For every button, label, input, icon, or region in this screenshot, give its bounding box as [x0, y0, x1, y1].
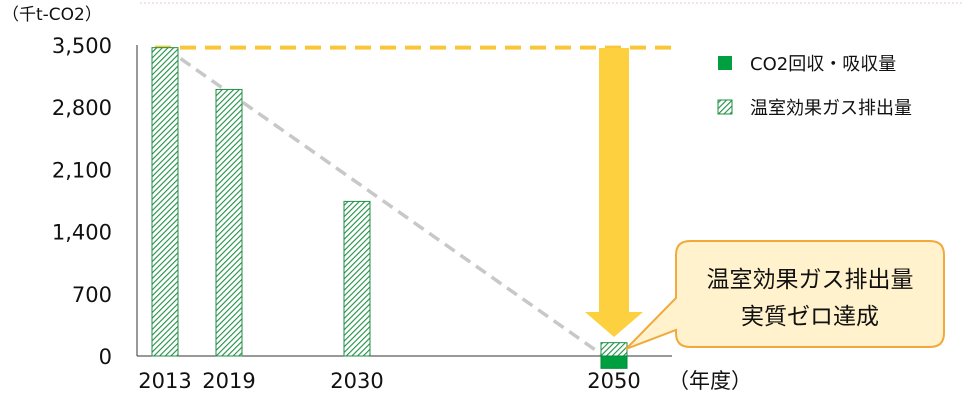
y-tick-label: 700 [72, 283, 112, 307]
bar-emissions-2019 [215, 88, 243, 357]
down-arrow [585, 48, 643, 337]
y-tick-label: 2,100 [52, 158, 112, 182]
callout: 温室効果ガス排出量 実質ゼロ達成 [625, 240, 945, 350]
y-tick-label: 0 [99, 345, 112, 369]
callout-line-1: 温室効果ガス排出量 [707, 267, 914, 293]
y-ticks: 3,500 2,800 2,100 1,400 700 0 [52, 34, 112, 369]
x-tick-labels: 2013 2019 2030 2050 [138, 369, 640, 393]
x-tick-label: 2013 [138, 369, 191, 393]
y-tick-label: 1,400 [52, 221, 112, 245]
legend: CO2回収・吸収量 温室効果ガス排出量 [717, 54, 912, 119]
x-tick-label: 2019 [202, 369, 255, 393]
y-tick-label: 3,500 [52, 34, 112, 58]
x-tick-label: 2050 [587, 369, 640, 393]
callout-line-2: 実質ゼロ達成 [741, 304, 879, 330]
x-unit-label: （年度） [668, 369, 752, 393]
callout-bubble [625, 240, 945, 350]
bars [151, 47, 628, 369]
bar-capture-2050 [600, 355, 628, 369]
legend-label-capture: CO2回収・吸収量 [750, 54, 896, 75]
y-unit-label: （千t-CO2） [2, 5, 102, 25]
trend-line-group [163, 46, 606, 358]
legend-label-emissions: 温室効果ガス排出量 [750, 98, 912, 119]
x-tick-label: 2030 [330, 369, 383, 393]
bar-emissions-2030 [343, 200, 371, 357]
y-tick-label: 2,800 [52, 96, 112, 120]
trend-line [163, 46, 606, 358]
legend-swatch-emissions [717, 99, 733, 115]
legend-swatch-capture [718, 56, 732, 70]
bar-emissions-2050 [600, 342, 628, 357]
down-arrow-group [585, 48, 643, 337]
bar-emissions-2013 [151, 47, 179, 357]
